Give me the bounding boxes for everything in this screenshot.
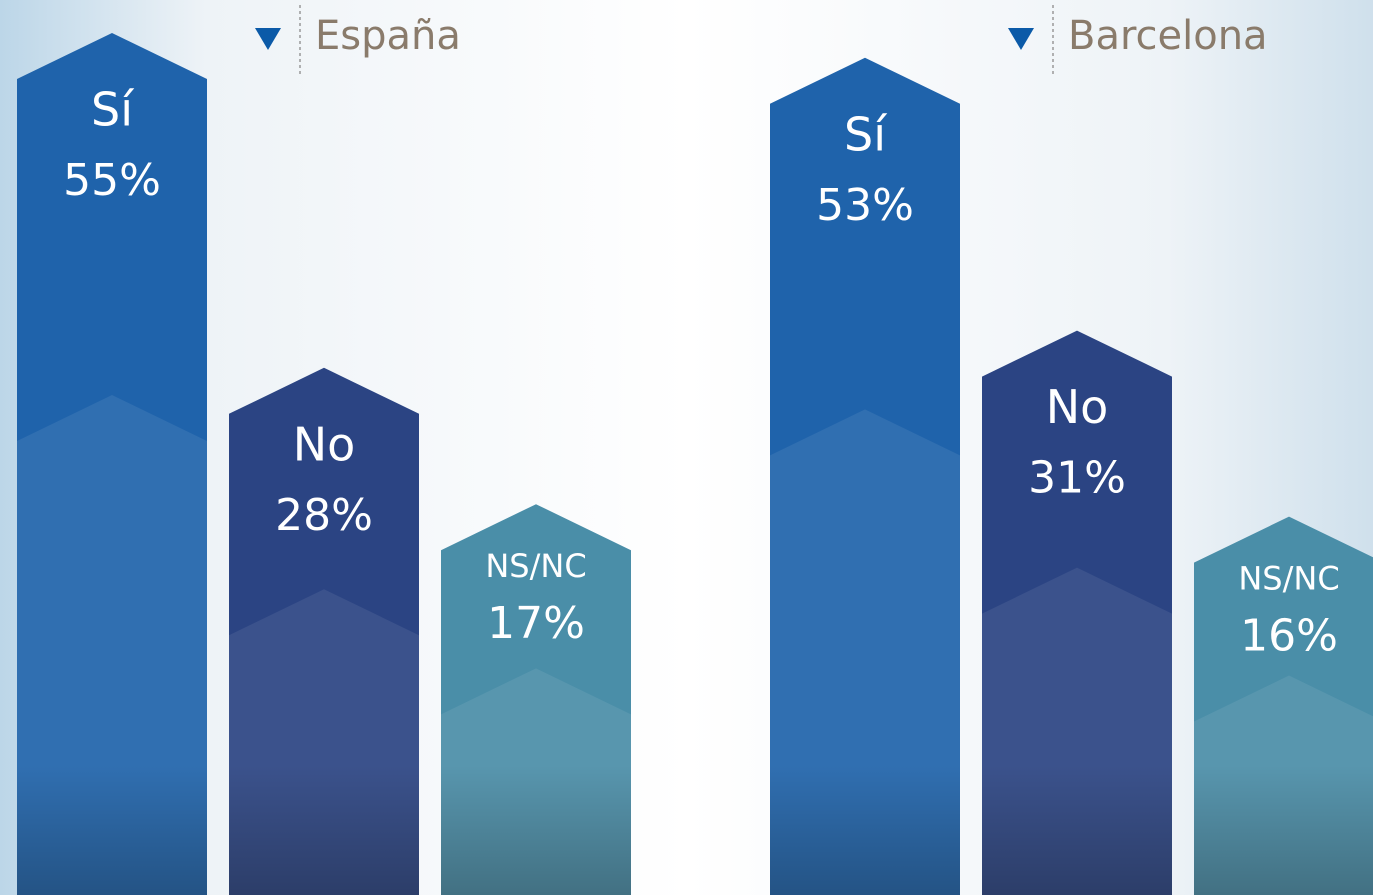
- bar-shade: [982, 765, 1172, 895]
- bar-shade: [441, 765, 631, 895]
- category-label: Sí: [91, 83, 134, 137]
- value-label: 16%: [1240, 611, 1338, 662]
- category-label: No: [1046, 380, 1109, 434]
- bar: [17, 33, 207, 895]
- bar-shade: [1194, 765, 1373, 895]
- category-label: Sí: [844, 107, 887, 161]
- title-marker: [1008, 28, 1034, 50]
- value-label: 31%: [1028, 453, 1126, 504]
- bar-shade: [17, 765, 207, 895]
- value-label: 55%: [63, 155, 161, 206]
- panel-title: Barcelona: [1068, 13, 1268, 59]
- category-label: No: [293, 417, 356, 471]
- category-label: NS/NC: [1238, 560, 1339, 598]
- panel-title: España: [315, 13, 461, 59]
- category-label: NS/NC: [485, 547, 586, 585]
- bar: [229, 367, 419, 895]
- bar-shade: [770, 765, 960, 895]
- title-marker: [255, 28, 281, 50]
- value-label: 17%: [487, 598, 585, 649]
- bar-shade: [229, 765, 419, 895]
- value-label: 28%: [275, 490, 373, 541]
- bar: [770, 57, 960, 895]
- bar: [982, 330, 1172, 895]
- value-label: 53%: [816, 180, 914, 231]
